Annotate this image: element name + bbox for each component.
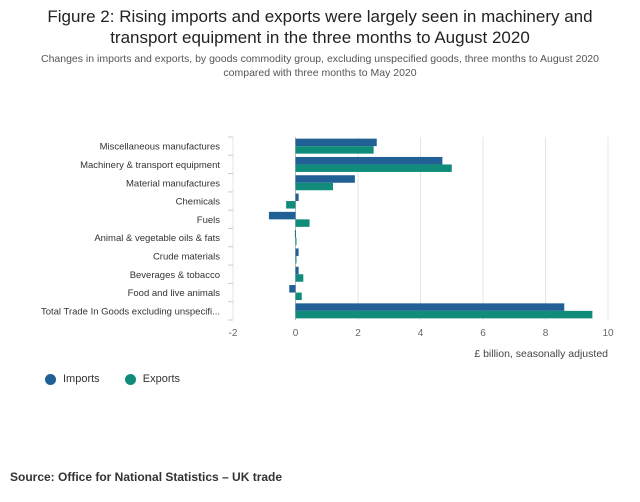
legend-swatch-exports (124, 373, 136, 385)
bar-imports-7 (295, 266, 299, 275)
bar-exports-3 (286, 201, 296, 209)
legend-item-imports[interactable]: Imports (45, 373, 100, 385)
bar-imports-4 (268, 211, 296, 220)
bar-exports-6 (295, 255, 297, 264)
bar-exports-2 (295, 182, 333, 191)
bar-exports-9 (295, 310, 593, 319)
bar-imports-3 (295, 193, 299, 202)
x-tick-label: 8 (543, 328, 549, 339)
bar-imports-8 (289, 285, 296, 293)
category-label: Total Trade In Goods excluding unspecifi… (41, 306, 220, 317)
category-label: Food and live animals (128, 288, 221, 299)
legend-item-exports[interactable]: Exports (124, 373, 181, 385)
bar-imports-9 (295, 303, 565, 311)
bar-exports-4 (295, 219, 310, 227)
chart-subtitle: Changes in imports and exports, by goods… (40, 53, 599, 79)
x-tick-label: 4 (418, 328, 424, 339)
legend-label-imports: Imports (63, 373, 100, 385)
bar-exports-1 (295, 164, 452, 172)
x-tick-label: 2 (355, 328, 361, 339)
bar-imports-0 (295, 138, 377, 147)
x-tick-label: 0 (293, 328, 299, 339)
x-axis-label: £ billion, seasonally adjusted (474, 348, 608, 360)
legend-label-exports: Exports (142, 373, 181, 385)
category-label: Crude materials (153, 251, 220, 262)
bar-imports-2 (295, 175, 355, 183)
bar-exports-7 (295, 274, 304, 282)
bar-chart: -2 0 2 4 6 8 10 £ billion, seasonally adjusted M… (41, 136, 614, 360)
bar-exports-5 (295, 237, 297, 246)
chart-legend: Imports Exports (45, 373, 202, 388)
category-label: Chemicals (176, 197, 221, 208)
category-label: Fuels (197, 215, 220, 226)
category-label: Animal & vegetable oils & fats (94, 233, 220, 244)
bar-imports-6 (295, 248, 299, 256)
x-tick-label: 10 (602, 328, 614, 339)
bar-imports-1 (295, 156, 443, 165)
category-label: Beverages & tobacco (130, 270, 220, 281)
category-label: Material manufactures (126, 178, 220, 189)
category-label: Machinery & transport equipment (80, 160, 220, 171)
x-tick-label: -2 (229, 328, 238, 339)
bar-exports-8 (295, 292, 302, 301)
x-tick-label: 6 (480, 328, 486, 339)
bar-exports-0 (295, 146, 374, 154)
legend-swatch-imports (45, 373, 56, 385)
bar-imports-5 (294, 230, 296, 238)
category-label: Miscellaneous manufactures (100, 142, 221, 153)
chart-title: Figure 2: Rising imports and exports wer… (47, 7, 593, 47)
source-note: Source: Office for National Statistics –… (10, 470, 283, 484)
